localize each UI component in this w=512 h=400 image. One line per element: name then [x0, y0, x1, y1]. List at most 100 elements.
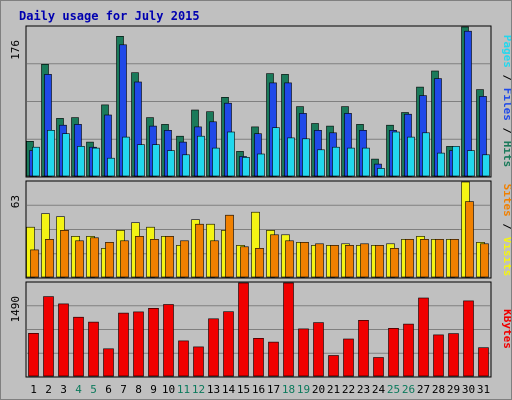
bar-kbytes-day-4 [73, 316, 84, 377]
bar-sites-day-12 [195, 223, 204, 278]
bar-sites-day-30 [465, 201, 474, 278]
bar-kbytes-day-7 [118, 312, 129, 377]
bar-kbytes-day-26 [403, 323, 414, 377]
x-tick-label-day-30: 30 [462, 383, 475, 396]
bar-pages-day-8 [137, 144, 145, 177]
bar-kbytes-day-16 [253, 337, 264, 377]
bar-sites-day-10 [165, 236, 174, 278]
bar-sites-day-13 [210, 240, 219, 278]
x-tick-label-day-22: 22 [342, 383, 355, 396]
bar-sites-day-3 [60, 230, 69, 278]
bar-sites-day-25 [390, 248, 399, 278]
x-tick-label-day-29: 29 [447, 383, 460, 396]
bar-sites-day-19 [300, 242, 309, 278]
x-tick-label-day-14: 14 [222, 383, 236, 396]
bar-sites-day-28 [435, 239, 444, 278]
bar-pages-day-13 [212, 147, 220, 177]
legend-separator: / [501, 68, 511, 88]
legend-entry-kbytes: KBytes [501, 309, 511, 349]
x-tick-label-day-25: 25 [387, 383, 400, 396]
x-tick-label-day-27: 27 [417, 383, 430, 396]
bar-pages-day-3 [62, 133, 70, 177]
bar-kbytes-day-18 [283, 282, 294, 377]
y-max-label: 63 [9, 195, 22, 208]
bar-sites-day-26 [405, 239, 414, 278]
bar-kbytes-day-13 [208, 318, 219, 377]
bar-sites-day-15 [240, 246, 249, 278]
x-tick-label-day-20: 20 [312, 383, 325, 396]
bar-kbytes-day-3 [58, 303, 69, 377]
bar-pages-day-21 [332, 146, 340, 177]
bar-pages-day-10 [167, 150, 175, 177]
bar-kbytes-day-27 [418, 297, 429, 377]
bar-sites-day-20 [315, 243, 324, 278]
bar-pages-day-20 [317, 149, 325, 177]
x-tick-label-day-10: 10 [162, 383, 175, 396]
bar-pages-day-25 [392, 131, 400, 177]
bar-pages-day-24 [377, 168, 385, 177]
x-tick-label-day-21: 21 [327, 383, 340, 396]
bar-sites-day-16 [255, 248, 264, 278]
x-tick-label-day-1: 1 [30, 383, 37, 396]
bar-pages-day-17 [272, 127, 280, 177]
bar-pages-day-2 [47, 130, 55, 177]
bar-kbytes-day-9 [148, 307, 159, 377]
legend-entry-visits: Visits [501, 237, 511, 277]
bar-sites-day-27 [420, 239, 429, 278]
bar-sites-day-6 [105, 242, 114, 278]
bar-kbytes-day-12 [193, 346, 204, 377]
bar-kbytes-day-28 [433, 334, 444, 377]
bar-sites-day-9 [150, 239, 159, 278]
x-tick-label-day-2: 2 [45, 383, 52, 396]
bar-pages-day-27 [422, 132, 430, 177]
legend: Pages / Files / Hits [501, 35, 511, 168]
bar-pages-day-31 [482, 154, 490, 177]
bar-sites-day-1 [30, 249, 39, 278]
bar-sites-day-17 [270, 234, 279, 278]
x-tick-label-day-3: 3 [60, 383, 67, 396]
bar-pages-day-6 [107, 157, 115, 177]
bar-kbytes-day-21 [328, 355, 339, 377]
bar-pages-day-29 [452, 146, 460, 177]
bar-sites-day-31 [480, 243, 489, 278]
bar-sites-day-14 [225, 214, 234, 278]
x-tick-label-day-8: 8 [135, 383, 142, 396]
bar-kbytes-day-31 [478, 347, 489, 377]
legend-separator: / [501, 121, 511, 141]
bar-kbytes-day-1 [28, 332, 39, 377]
bar-kbytes-day-2 [43, 296, 54, 377]
x-tick-label-day-17: 17 [267, 383, 280, 396]
bar-sites-day-5 [90, 237, 99, 278]
bar-pages-day-7 [122, 136, 130, 177]
bar-sites-day-18 [285, 240, 294, 278]
x-tick-label-day-23: 23 [357, 383, 370, 396]
legend-separator: / [501, 217, 511, 237]
bar-pages-day-22 [347, 147, 355, 177]
bar-pages-day-16 [257, 153, 265, 177]
bar-pages-day-12 [197, 135, 205, 177]
bar-kbytes-day-5 [88, 321, 99, 377]
bar-kbytes-day-24 [373, 357, 384, 377]
x-tick-label-day-26: 26 [402, 383, 415, 396]
x-tick-label-day-16: 16 [252, 383, 265, 396]
bar-sites-day-24 [375, 245, 384, 278]
x-tick-label-day-24: 24 [372, 383, 386, 396]
bar-pages-day-14 [227, 131, 235, 177]
x-tick-label-day-6: 6 [105, 383, 112, 396]
bar-kbytes-day-15 [238, 282, 249, 377]
x-tick-label-day-15: 15 [237, 383, 250, 396]
bar-sites-day-7 [120, 240, 129, 278]
bar-sites-day-2 [45, 239, 54, 278]
bar-sites-day-11 [180, 240, 189, 278]
legend-entry-files: Files [501, 88, 511, 121]
bar-pages-day-23 [362, 147, 370, 177]
bar-kbytes-day-25 [388, 327, 399, 377]
x-tick-label-day-5: 5 [90, 383, 97, 396]
bar-kbytes-day-23 [358, 319, 369, 377]
bar-sites-day-21 [330, 245, 339, 278]
bar-sites-day-22 [345, 245, 354, 278]
bar-pages-day-11 [182, 154, 190, 177]
legend-entry-pages: Pages [501, 35, 511, 68]
legend-entry-sites: Sites [501, 184, 511, 217]
